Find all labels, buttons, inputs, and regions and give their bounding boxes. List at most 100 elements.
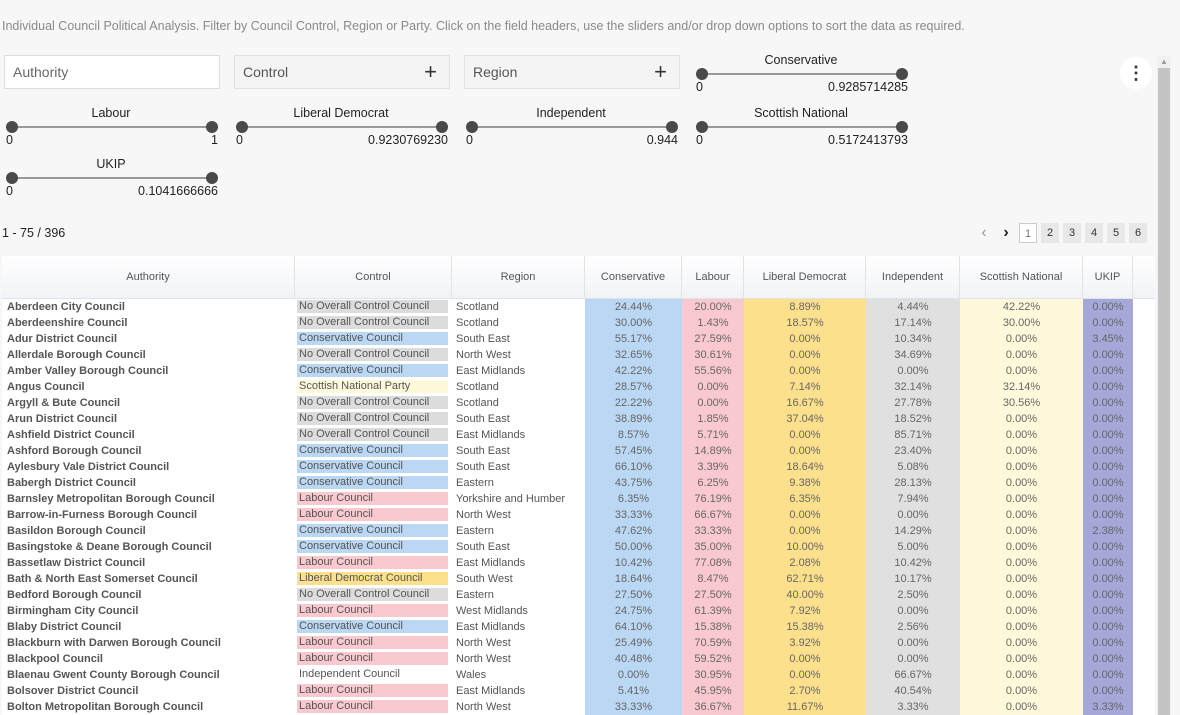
cell-region: South East [456,445,510,457]
cell-labour: 45.95% [682,683,744,699]
slider-max-value: 0.1041666666 [138,184,218,198]
table-row[interactable]: Bolsover District Council Labour Council E… [2,683,1155,699]
table-row[interactable]: Angus Council Scottish National Party Scot… [2,379,1155,395]
slider-labour[interactable]: Labour 0 1 [6,106,222,152]
slider-track[interactable] [12,177,212,179]
column-header-authority[interactable]: Authority [2,256,295,298]
page-button-3[interactable]: 3 [1063,223,1081,243]
chevron-right-icon[interactable]: › [1003,224,1009,241]
region-dropdown-label: Region [473,64,518,80]
table-row[interactable]: Blaby District Council Conservative Counc… [2,619,1155,635]
slider-track[interactable] [242,126,442,128]
cell-scottish-national: 0.00% [960,331,1083,347]
slider-max-handle[interactable] [666,121,678,133]
table-row[interactable]: Ashfield District Council No Overall Cont… [2,427,1155,443]
slider-independent[interactable]: Independent 0 0.944 [466,106,682,152]
slider-min-handle[interactable] [696,68,708,80]
cell-scottish-national: 0.00% [960,651,1083,667]
page-button-2[interactable]: 2 [1041,223,1059,243]
cell-authority: Barnsley Metropolitan Borough Council [7,493,215,505]
cell-region: Eastern [456,589,494,601]
table-row[interactable]: Basingstoke & Deane Borough Council Conse… [2,539,1155,555]
chevron-left-icon[interactable]: ‹ [981,224,987,241]
slider-scottish-national[interactable]: Scottish National 0 0.5172413793 [696,106,912,152]
table-row[interactable]: Aberdeen City Council No Overall Control … [2,299,1155,315]
more-vertical-icon[interactable]: ⋮ [1120,57,1152,89]
slider-track[interactable] [702,73,902,75]
slider-min-handle[interactable] [6,121,18,133]
table-row[interactable]: Basildon Borough Council Conservative Cou… [2,523,1155,539]
table-row[interactable]: Blackburn with Darwen Borough Council Lab… [2,635,1155,651]
slider-max-handle[interactable] [436,121,448,133]
cell-ukip: 0.00% [1083,507,1133,523]
cell-authority: Aberdeen City Council [7,301,125,313]
cell-independent: 34.69% [866,347,960,363]
slider-ukip[interactable]: UKIP 0 0.1041666666 [6,157,222,203]
table-row[interactable]: Bolton Metropolitan Borough Council Labou… [2,699,1155,715]
slider-max-handle[interactable] [206,172,218,184]
cell-conservative: 33.33% [585,699,682,715]
slider-track[interactable] [472,126,672,128]
table-row[interactable]: Blackpool Council Labour Council North Wes… [2,651,1155,667]
table-row[interactable]: Aylesbury Vale District Council Conservat… [2,459,1155,475]
cell-authority: Basingstoke & Deane Borough Council [7,541,212,553]
cell-independent: 5.00% [866,539,960,555]
table-row[interactable]: Aberdeenshire Council No Overall Control … [2,315,1155,331]
cell-labour: 33.33% [682,523,744,539]
slider-track[interactable] [12,126,212,128]
page-button-5[interactable]: 5 [1107,223,1125,243]
table-row[interactable]: Babergh District Council Conservative Cou… [2,475,1155,491]
scrollbar-thumb[interactable] [1158,68,1170,715]
column-header-scottish-national[interactable]: Scottish National [960,256,1083,298]
table-row[interactable]: Arun District Council No Overall Control … [2,411,1155,427]
column-header-ukip[interactable]: UKIP [1083,256,1133,298]
authority-search-field[interactable] [4,55,220,89]
region-dropdown[interactable]: Region + [464,55,680,89]
slider-max-handle[interactable] [206,121,218,133]
table-row[interactable]: Birmingham City Council Labour Council Wes… [2,603,1155,619]
scroll-up-arrow-icon[interactable]: ▲ [1160,57,1168,66]
cell-scottish-national: 42.22% [960,299,1083,315]
cell-scottish-national: 0.00% [960,523,1083,539]
slider-liberal-democrat[interactable]: Liberal Democrat 0 0.9230769230 [236,106,452,152]
slider-min-value: 0 [6,133,13,147]
cell-conservative: 40.48% [585,651,682,667]
column-header-independent[interactable]: Independent [866,256,960,298]
table-row[interactable]: Ashford Borough Council Conservative Coun… [2,443,1155,459]
table-row[interactable]: Bath & North East Somerset Council Libera… [2,571,1155,587]
slider-min-handle[interactable] [236,121,248,133]
cell-independent: 2.50% [866,587,960,603]
vertical-scrollbar[interactable]: ▲ [1157,56,1171,715]
table-row[interactable]: Adur District Council Conservative Counci… [2,331,1155,347]
column-header-conservative[interactable]: Conservative [585,256,682,298]
cell-liberal-democrat: 37.04% [744,411,866,427]
table-row[interactable]: Amber Valley Borough Council Conservative… [2,363,1155,379]
table-row[interactable]: Bassetlaw District Council Labour Council… [2,555,1155,571]
slider-max-handle[interactable] [896,68,908,80]
slider-conservative[interactable]: Conservative 0 0.9285714285 [696,53,912,99]
column-header-control[interactable]: Control [295,256,452,298]
page-button-6[interactable]: 6 [1129,223,1147,243]
page-button-1[interactable]: 1 [1019,223,1037,243]
table-row[interactable]: Allerdale Borough Council No Overall Cont… [2,347,1155,363]
slider-label: Independent [536,106,606,120]
column-header-region[interactable]: Region [452,256,585,298]
slider-max-handle[interactable] [896,121,908,133]
table-row[interactable]: Barrow-in-Furness Borough Council Labour … [2,507,1155,523]
table-row[interactable]: Barnsley Metropolitan Borough Council Lab… [2,491,1155,507]
column-header-liberal-democrat[interactable]: Liberal Democrat [744,256,866,298]
cell-labour: 1.43% [682,315,744,331]
cell-conservative: 22.22% [585,395,682,411]
table-row[interactable]: Bedford Borough Council No Overall Contro… [2,587,1155,603]
column-header-labour[interactable]: Labour [682,256,744,298]
authority-search-input[interactable] [13,64,211,80]
slider-min-handle[interactable] [466,121,478,133]
slider-track[interactable] [702,126,902,128]
table-row[interactable]: Blaenau Gwent County Borough Council Inde… [2,667,1155,683]
slider-min-handle[interactable] [6,172,18,184]
table-row[interactable]: Argyll & Bute Council No Overall Control … [2,395,1155,411]
page-button-4[interactable]: 4 [1085,223,1103,243]
slider-min-handle[interactable] [696,121,708,133]
control-dropdown[interactable]: Control + [234,55,450,89]
cell-independent: 10.34% [866,331,960,347]
